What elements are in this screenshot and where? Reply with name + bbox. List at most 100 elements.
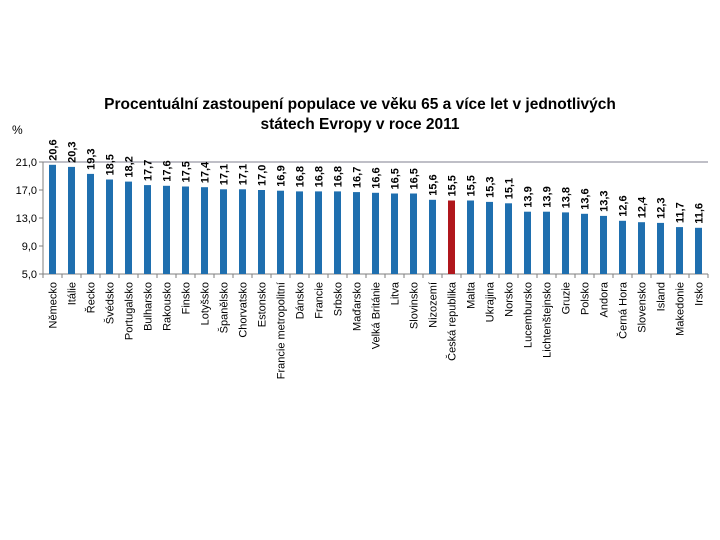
category-label: Maďarsko xyxy=(352,282,364,331)
bar xyxy=(391,193,398,274)
bar xyxy=(486,201,493,274)
category-label: Dánsko xyxy=(295,282,307,319)
bar xyxy=(505,203,512,274)
category-label: Velká Británie xyxy=(371,282,383,349)
bar-value-label: 17,1 xyxy=(238,164,250,185)
bar xyxy=(258,190,265,274)
category-label: Norsko xyxy=(504,282,516,317)
bar-value-label: 15,3 xyxy=(485,176,497,197)
bar xyxy=(201,187,208,274)
bar-value-label: 16,5 xyxy=(390,168,402,189)
category-label: Bulharsko xyxy=(143,282,155,331)
bar-value-label: 17,0 xyxy=(257,165,269,186)
y-tick-label: 17,0 xyxy=(16,185,37,197)
bar-value-label: 12,3 xyxy=(656,197,668,218)
category-label: Polsko xyxy=(580,282,592,315)
bar-value-label: 17,4 xyxy=(200,161,212,183)
bar-value-label: 19,3 xyxy=(86,148,98,169)
category-label: Slovensko xyxy=(637,282,649,333)
category-label: Lichtenštejnsko xyxy=(542,282,554,358)
bar xyxy=(695,227,702,274)
bar-value-label: 15,1 xyxy=(504,178,516,199)
bar-value-label: 13,9 xyxy=(523,186,535,207)
category-label: Slovinsko xyxy=(409,282,421,329)
category-label: Francie xyxy=(314,282,326,319)
bar-value-label: 12,4 xyxy=(637,196,649,218)
bar xyxy=(467,200,474,274)
category-label: Finsko xyxy=(181,282,193,314)
bar-value-label: 13,6 xyxy=(580,188,592,209)
chart-title-line-1: Procentuální zastoupení populace ve věku… xyxy=(104,96,616,113)
bar-value-label: 16,8 xyxy=(314,166,326,187)
bar-value-label: 18,2 xyxy=(124,156,136,177)
bar xyxy=(106,179,113,274)
bar-value-label: 16,8 xyxy=(295,166,307,187)
category-label: Francie metropolitní xyxy=(276,282,288,379)
bar-highlight xyxy=(448,200,455,274)
category-label: Španělsko xyxy=(218,282,231,333)
category-label: Lucembursko xyxy=(523,282,535,348)
bar xyxy=(68,166,75,274)
bar xyxy=(353,192,360,274)
category-label: Srbsko xyxy=(333,282,345,316)
category-label: Německo xyxy=(48,282,60,328)
category-label: Andora xyxy=(599,281,611,317)
bar xyxy=(182,186,189,274)
category-label: Malta xyxy=(466,281,478,309)
category-label: Gruzie xyxy=(561,282,573,314)
category-label: Ukrajina xyxy=(485,281,497,322)
bar xyxy=(87,173,94,274)
bar xyxy=(619,220,626,274)
bar xyxy=(562,212,569,274)
y-axis-label: % xyxy=(12,123,23,137)
bar xyxy=(581,213,588,274)
bar-value-label: 16,9 xyxy=(276,165,288,186)
bar-value-label: 16,7 xyxy=(352,167,364,188)
bar xyxy=(144,185,151,274)
category-label: Portugalsko xyxy=(124,282,136,340)
chart-title-line-2: státech Evropy v roce 2011 xyxy=(260,116,460,133)
bar-value-label: 17,6 xyxy=(162,160,174,181)
bar-value-label: 16,8 xyxy=(333,166,345,187)
category-label: Irsko xyxy=(694,282,706,306)
bar xyxy=(600,215,607,274)
bar xyxy=(543,211,550,274)
bar-value-label: 15,6 xyxy=(428,174,440,195)
bar-value-label: 13,9 xyxy=(542,186,554,207)
category-label: Lotyšsko xyxy=(200,282,212,325)
bar-value-label: 16,6 xyxy=(371,167,383,188)
bar xyxy=(638,222,645,274)
y-tick-label: 5,0 xyxy=(22,269,37,281)
category-label: Itálie xyxy=(67,282,79,305)
bar xyxy=(334,191,341,274)
bar xyxy=(49,164,56,274)
category-label: Rakousko xyxy=(162,282,174,331)
bar xyxy=(676,227,683,274)
category-label: Černá Hora xyxy=(617,281,630,339)
bar-value-label: 12,6 xyxy=(618,195,630,216)
bar-value-label: 18,5 xyxy=(105,154,117,175)
bar-value-label: 11,7 xyxy=(675,202,687,223)
category-label: Litva xyxy=(390,281,402,305)
bar-value-label: 15,5 xyxy=(466,175,478,196)
category-label: Švédsko xyxy=(104,282,117,324)
bar xyxy=(220,189,227,274)
y-tick-label: 13,0 xyxy=(16,213,37,225)
category-label: Chorvatsko xyxy=(238,282,250,338)
category-label: Estonsko xyxy=(257,282,269,327)
bar-value-label: 17,7 xyxy=(143,160,155,181)
category-label: Island xyxy=(656,282,668,311)
bar-value-label: 20,6 xyxy=(48,139,60,160)
bar-value-label: 16,5 xyxy=(409,168,421,189)
bar xyxy=(125,181,132,274)
bar xyxy=(410,193,417,274)
bar xyxy=(429,199,436,274)
bar xyxy=(239,189,246,274)
category-label: Česká republika xyxy=(446,281,459,361)
category-label: Řecko xyxy=(85,282,98,313)
bar-value-label: 20,3 xyxy=(67,141,79,162)
bar-value-label: 17,5 xyxy=(181,161,193,182)
bar xyxy=(524,211,531,274)
y-tick-label: 9,0 xyxy=(22,241,37,253)
